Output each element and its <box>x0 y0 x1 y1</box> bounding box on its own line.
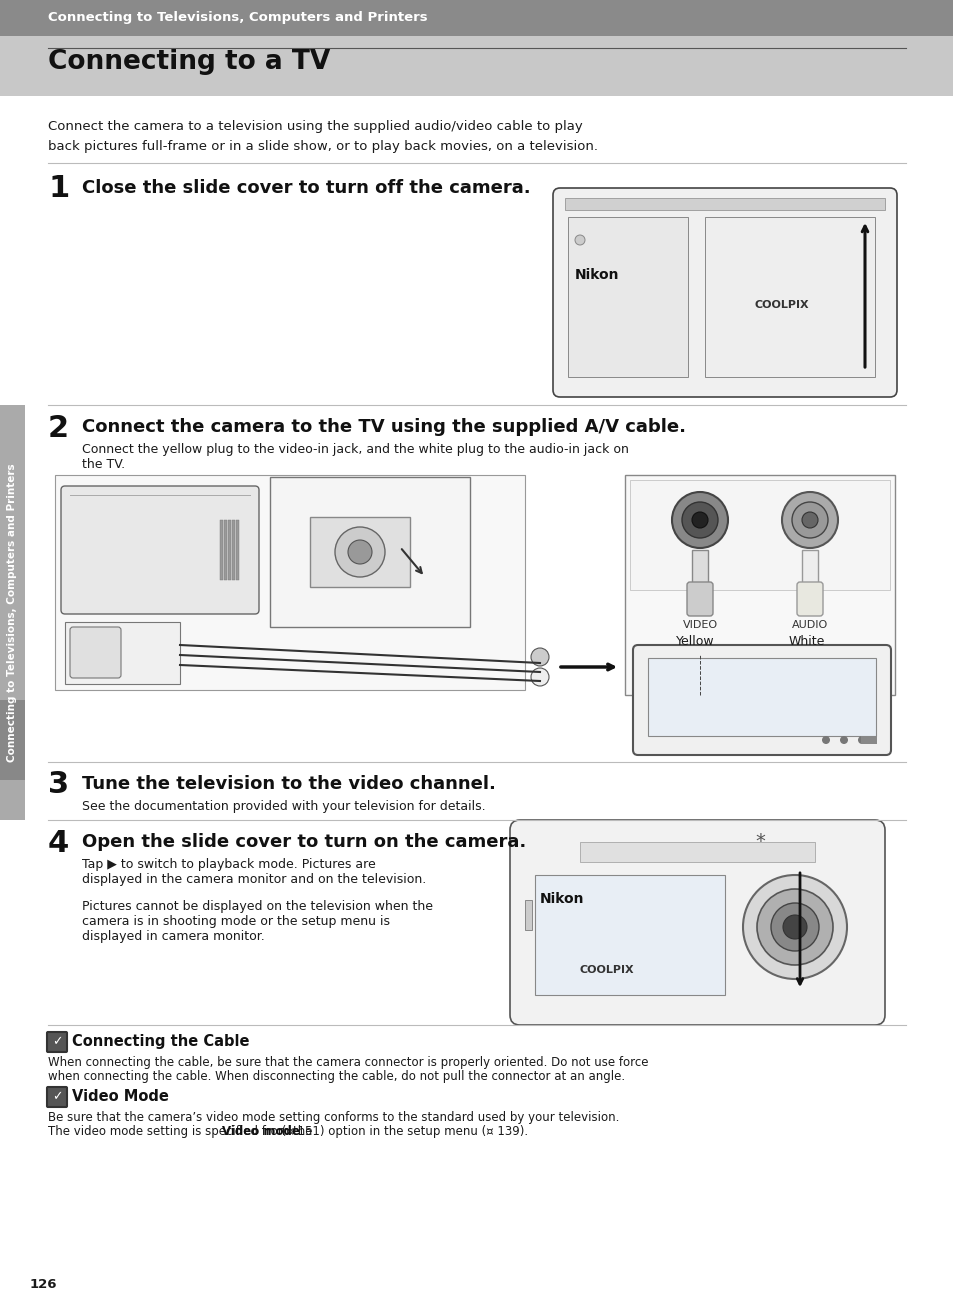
FancyBboxPatch shape <box>47 1031 67 1053</box>
Circle shape <box>781 491 837 548</box>
Bar <box>220 520 223 579</box>
Text: Tune the television to the video channel.: Tune the television to the video channel… <box>82 775 496 794</box>
Text: Open the slide cover to turn on the camera.: Open the slide cover to turn on the came… <box>82 833 526 851</box>
Text: Nikon: Nikon <box>575 268 618 283</box>
FancyBboxPatch shape <box>633 645 890 756</box>
Text: Nikon: Nikon <box>539 892 584 905</box>
Text: 2: 2 <box>48 414 69 443</box>
Bar <box>0 700 25 781</box>
Circle shape <box>691 512 707 528</box>
Bar <box>567 217 687 377</box>
Bar <box>65 622 180 685</box>
Text: ✓: ✓ <box>51 1035 62 1049</box>
Circle shape <box>757 890 832 964</box>
Text: COOLPIX: COOLPIX <box>754 300 809 310</box>
Circle shape <box>742 875 846 979</box>
FancyBboxPatch shape <box>510 820 884 1025</box>
Text: (¤ 151) option in the setup menu (¤ 139).: (¤ 151) option in the setup menu (¤ 139)… <box>277 1125 528 1138</box>
FancyBboxPatch shape <box>70 627 121 678</box>
Text: the TV.: the TV. <box>82 459 125 470</box>
Text: displayed in camera monitor.: displayed in camera monitor. <box>82 930 265 943</box>
Bar <box>0 405 25 820</box>
Text: Yellow: Yellow <box>675 635 714 648</box>
Bar <box>691 551 707 593</box>
Bar <box>224 520 227 579</box>
Circle shape <box>840 736 847 744</box>
Bar <box>579 842 814 862</box>
Text: COOLPIX: COOLPIX <box>579 964 634 975</box>
Text: 4: 4 <box>48 829 70 858</box>
FancyBboxPatch shape <box>61 486 258 614</box>
Text: White: White <box>788 635 824 648</box>
Circle shape <box>531 668 548 686</box>
Text: ✓: ✓ <box>51 1091 62 1104</box>
Text: Connect the camera to a television using the supplied audio/video cable to play: Connect the camera to a television using… <box>48 120 582 133</box>
Circle shape <box>671 491 727 548</box>
Text: The video mode setting is specified from the: The video mode setting is specified from… <box>48 1125 315 1138</box>
Bar <box>55 474 524 690</box>
Bar <box>624 474 894 695</box>
Bar <box>647 658 875 736</box>
Circle shape <box>782 915 806 940</box>
Bar <box>232 520 234 579</box>
Circle shape <box>857 736 865 744</box>
Text: when connecting the cable. When disconnecting the cable, do not pull the connect: when connecting the cable. When disconne… <box>48 1070 624 1083</box>
Circle shape <box>575 235 584 244</box>
Text: Pictures cannot be displayed on the television when the: Pictures cannot be displayed on the tele… <box>82 900 433 913</box>
Circle shape <box>335 527 385 577</box>
Text: Connecting to a TV: Connecting to a TV <box>48 49 330 75</box>
Bar <box>0 0 953 35</box>
Bar <box>564 198 884 210</box>
Bar <box>801 551 817 593</box>
Text: displayed in the camera monitor and on the television.: displayed in the camera monitor and on t… <box>82 872 426 886</box>
Text: Connecting to Televisions, Computers and Printers: Connecting to Televisions, Computers and… <box>7 464 17 762</box>
Text: Video Mode: Video Mode <box>71 1089 169 1104</box>
Bar <box>861 736 876 744</box>
Circle shape <box>770 903 818 951</box>
Circle shape <box>791 502 827 537</box>
Bar <box>524 900 532 930</box>
Bar <box>629 480 889 590</box>
Circle shape <box>531 648 548 666</box>
Text: Connecting the Cable: Connecting the Cable <box>71 1034 250 1049</box>
Text: *: * <box>754 833 764 851</box>
Text: Connect the yellow plug to the video-in jack, and the white plug to the audio-in: Connect the yellow plug to the video-in … <box>82 443 628 456</box>
Circle shape <box>681 502 718 537</box>
Text: Tap ▶ to switch to playback mode. Pictures are: Tap ▶ to switch to playback mode. Pictur… <box>82 858 375 871</box>
FancyBboxPatch shape <box>553 188 896 397</box>
Circle shape <box>801 512 817 528</box>
Text: When connecting the cable, be sure that the camera connector is properly oriente: When connecting the cable, be sure that … <box>48 1056 648 1070</box>
Text: VIDEO: VIDEO <box>681 620 717 629</box>
Circle shape <box>348 540 372 564</box>
Bar <box>704 217 874 377</box>
Text: Close the slide cover to turn off the camera.: Close the slide cover to turn off the ca… <box>82 179 530 197</box>
Text: 1: 1 <box>48 173 70 202</box>
Text: Video mode: Video mode <box>222 1125 299 1138</box>
Bar <box>270 477 470 627</box>
Bar <box>310 516 410 587</box>
Bar <box>235 520 239 579</box>
FancyBboxPatch shape <box>47 1087 67 1106</box>
Text: AUDIO: AUDIO <box>791 620 827 629</box>
FancyBboxPatch shape <box>796 582 822 616</box>
Bar <box>535 875 724 995</box>
Text: camera is in shooting mode or the setup menu is: camera is in shooting mode or the setup … <box>82 915 390 928</box>
FancyBboxPatch shape <box>686 582 712 616</box>
Circle shape <box>821 736 829 744</box>
Bar <box>0 35 953 96</box>
Text: Be sure that the camera’s video mode setting conforms to the standard used by yo: Be sure that the camera’s video mode set… <box>48 1112 618 1123</box>
Text: Connect the camera to the TV using the supplied A/V cable.: Connect the camera to the TV using the s… <box>82 418 685 436</box>
Text: back pictures full-frame or in a slide show, or to play back movies, on a televi: back pictures full-frame or in a slide s… <box>48 141 598 152</box>
Bar <box>228 520 231 579</box>
Text: 126: 126 <box>30 1279 57 1290</box>
Text: See the documentation provided with your television for details.: See the documentation provided with your… <box>82 800 485 813</box>
Text: 3: 3 <box>48 770 69 799</box>
Text: Connecting to Televisions, Computers and Printers: Connecting to Televisions, Computers and… <box>48 12 427 25</box>
